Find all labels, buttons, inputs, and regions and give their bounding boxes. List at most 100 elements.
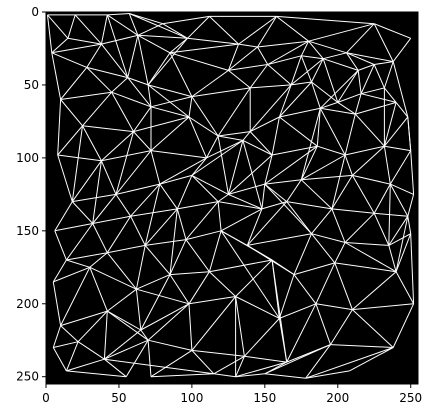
graph-edge [383,61,394,89]
graph-edge [352,303,414,311]
graph-edge [293,274,317,305]
y-tick-label: 50 [24,78,39,92]
graph-edge [106,252,137,290]
graph-edge [264,373,306,379]
graph-edge [316,108,321,147]
graph-edge [320,107,356,115]
graph-edge [191,174,229,195]
graph-edge [115,183,160,195]
x-tick-label: 200 [326,391,349,405]
graph-edge [392,303,415,348]
graph-edge [213,373,236,378]
graph-edge [52,347,67,372]
graph-edge [300,55,312,83]
graph-edge [133,131,152,151]
graph-edge [286,179,302,202]
graph-edge [388,184,391,246]
graph-edge [145,239,187,246]
graph-edge [334,262,397,273]
graph-edge [334,262,353,310]
graph-edge [320,101,338,109]
graph-edge [130,215,146,246]
graph-edge [130,183,161,217]
graph-edge [125,339,149,377]
graph-edge [286,303,317,363]
graph-edge [130,208,178,217]
graph-edge [191,139,244,176]
graph-edge [220,230,280,319]
graph-edge [242,139,273,156]
graph-edge [100,14,108,45]
graph-edge [373,213,390,246]
graph-edge [300,179,333,210]
graph-edge [92,194,117,224]
graph-edge [331,208,346,243]
graph-edge [187,16,210,39]
graph-edge [191,69,229,98]
x-tick-label: 0 [42,391,50,405]
graph-edge [86,67,112,93]
graph-edge [228,46,258,71]
graph-edge [242,140,263,210]
graph-edge [354,93,362,115]
graph-edge [169,239,187,275]
graph-edge [235,296,280,319]
graph-edge [308,40,324,60]
graph-edge [286,201,312,235]
graph-edge [107,244,146,254]
graph-edge [261,184,266,209]
graph-edge [311,208,333,235]
graph-edge [257,46,269,65]
x-tick-label: 50 [111,391,126,405]
graph-edge [407,216,412,234]
graph-edge [127,35,139,78]
graph-edge [57,154,73,202]
graph-edge [264,154,273,185]
graph-edge [89,252,108,268]
graph-edge [311,233,346,243]
graph-edge [271,259,295,276]
graph-edge [389,183,409,217]
graph-edge [354,113,385,147]
graph-edge [383,102,397,147]
graph-edge [107,13,130,16]
graph-edge [133,116,190,133]
graph-edge [337,101,356,115]
graph-edge [305,370,350,379]
y-tick-label: 0 [31,5,39,19]
graph-edge [308,23,375,42]
graph-edge [331,208,375,214]
y-tick-label: 250 [16,370,39,384]
graph-edge [235,356,245,377]
graph-edge [51,43,102,54]
graph-edge [395,233,412,272]
graph-edge [65,223,94,261]
graph-edge [169,271,210,276]
graph-edge [305,344,331,379]
graph-edge [159,157,207,185]
graph-edge [135,245,146,290]
graph-edge [352,309,394,348]
graph-edge [127,77,149,86]
graph-edge [279,81,312,118]
graph-edge [188,116,219,137]
graph-edge [238,43,258,48]
graph-edge [147,303,190,341]
graph-edge [188,116,207,159]
graph-edge [107,310,142,331]
graph-edge [300,108,321,180]
graph-edge [246,208,263,246]
graph-edge [188,303,193,351]
graph-edge [150,116,190,151]
graph-edge [169,37,188,54]
graph-edge [331,175,353,210]
graph-edge [209,271,236,297]
graph-edge [191,87,251,98]
graph-edge [136,274,171,290]
graph-edge [188,296,236,305]
graph-edge [137,34,188,39]
graph-edge [71,201,94,224]
graph-edge [319,108,346,156]
graph-edge [150,150,207,159]
